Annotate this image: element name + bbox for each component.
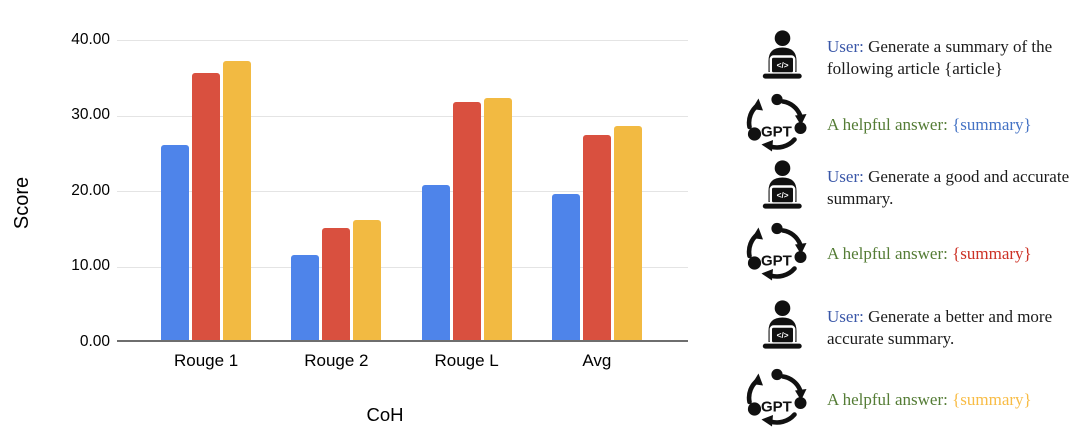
speaker-label: User: bbox=[827, 307, 864, 326]
summary-placeholder: {summary} bbox=[947, 243, 1032, 263]
bars-band bbox=[141, 40, 662, 340]
bar-blue-rouge-1 bbox=[161, 144, 190, 340]
gpt-cycle-icon: GPT bbox=[746, 368, 807, 427]
message-text: A helpful answer: {summary} bbox=[827, 243, 1080, 265]
answer-label: A helpful answer: bbox=[827, 389, 948, 409]
conversation-row-gpt-3: GPT A helpful answer: {summary} bbox=[745, 366, 1080, 433]
x-category-label: Rouge L bbox=[434, 351, 499, 370]
x-axis-baseline bbox=[117, 340, 688, 342]
bar-group-rouge-l bbox=[402, 40, 532, 340]
message-text: User: Generate a summary of the followin… bbox=[827, 30, 1080, 87]
bar-yellow-rouge-l bbox=[483, 98, 512, 340]
gridline bbox=[117, 115, 688, 117]
y-tick-label: 40.00 bbox=[71, 30, 110, 48]
x-axis-title: CoH bbox=[366, 404, 404, 425]
gpt-cycle-icon: GPT bbox=[746, 93, 807, 152]
y-tick-label: 30.00 bbox=[71, 106, 110, 123]
user-laptop-icon: </> bbox=[762, 160, 802, 209]
bar-yellow-rouge-2 bbox=[353, 220, 382, 340]
x-category-label: Rouge 1 bbox=[173, 351, 239, 370]
gpt-cycle-icon: GPT bbox=[746, 222, 807, 281]
bar-red-rouge-1 bbox=[192, 72, 221, 340]
message-text: User: Generate a good and accurate summa… bbox=[827, 160, 1080, 217]
answer-label: A helpful answer: bbox=[827, 243, 948, 263]
conversation-row-gpt-1: GPT A helpful answer: {summary} bbox=[745, 91, 1080, 158]
gridline bbox=[117, 191, 688, 192]
prompt-text: Generate a summary of the following arti… bbox=[827, 37, 1053, 78]
bar-yellow-avg bbox=[613, 126, 642, 340]
prompt-text: Generate a good and accurate summary. bbox=[827, 167, 1070, 208]
icon-cell: GPT bbox=[745, 91, 827, 158]
conversation-panel: </> User: Generate a summary of the foll… bbox=[745, 0, 1080, 448]
svg-text:GPT: GPT bbox=[761, 124, 792, 141]
gridline bbox=[117, 266, 688, 268]
icon-cell: GPT bbox=[745, 220, 827, 287]
message-text: A helpful answer: {summary} bbox=[827, 389, 1080, 411]
bar-group-rouge-1 bbox=[141, 40, 271, 340]
bar-red-rouge-2 bbox=[322, 228, 351, 340]
svg-text:GPT: GPT bbox=[761, 399, 792, 416]
bar-blue-rouge-2 bbox=[291, 254, 320, 340]
bar-blue-rouge-l bbox=[421, 184, 450, 340]
svg-text:</>: </> bbox=[777, 191, 789, 200]
plot-area bbox=[117, 40, 688, 342]
svg-text:</>: </> bbox=[777, 331, 789, 340]
icon-cell: </> bbox=[745, 160, 827, 217]
answer-label: A helpful answer: bbox=[827, 114, 948, 134]
conversation-row-gpt-2: GPT A helpful answer: {summary} bbox=[745, 220, 1080, 287]
y-axis-title: Score bbox=[11, 176, 33, 230]
bar-yellow-rouge-1 bbox=[223, 61, 252, 340]
x-category-label: Avg bbox=[582, 351, 612, 370]
y-tick-label: 0.00 bbox=[79, 332, 110, 350]
speaker-label: User: bbox=[827, 167, 864, 186]
conversation-row-user-1: </> User: Generate a summary of the foll… bbox=[745, 30, 1080, 87]
bar-group-rouge-2 bbox=[271, 40, 401, 340]
bar-red-rouge-l bbox=[452, 102, 481, 340]
speaker-label: User: bbox=[827, 37, 864, 56]
x-category-labels: Rouge 1 Rouge 2 Rouge L Avg bbox=[141, 351, 662, 371]
y-tick-label: 20.00 bbox=[71, 181, 110, 199]
bar-group-avg bbox=[532, 40, 662, 340]
summary-placeholder: {summary} bbox=[947, 114, 1032, 134]
message-text: A helpful answer: {summary} bbox=[827, 114, 1080, 136]
gridline bbox=[117, 40, 688, 41]
conversation-row-user-3: </> User: Generate a better and more acc… bbox=[745, 300, 1080, 357]
bar-blue-avg bbox=[551, 194, 580, 340]
bar-red-avg bbox=[582, 134, 611, 340]
user-laptop-icon: </> bbox=[762, 300, 802, 349]
conversation-row-user-2: </> User: Generate a good and accurate s… bbox=[745, 160, 1080, 217]
message-text: User: Generate a better and more accurat… bbox=[827, 300, 1080, 357]
icon-cell: </> bbox=[745, 30, 827, 87]
summary-placeholder: {summary} bbox=[947, 389, 1032, 409]
svg-text:</>: </> bbox=[777, 61, 789, 70]
icon-cell: </> bbox=[745, 300, 827, 357]
prompt-text: Generate a better and more accurate summ… bbox=[827, 307, 1053, 348]
svg-text:GPT: GPT bbox=[761, 253, 792, 270]
y-tick-label: 10.00 bbox=[71, 257, 110, 274]
icon-cell: GPT bbox=[745, 366, 827, 433]
x-category-label: Rouge 2 bbox=[304, 351, 369, 370]
user-laptop-icon: </> bbox=[762, 30, 802, 79]
